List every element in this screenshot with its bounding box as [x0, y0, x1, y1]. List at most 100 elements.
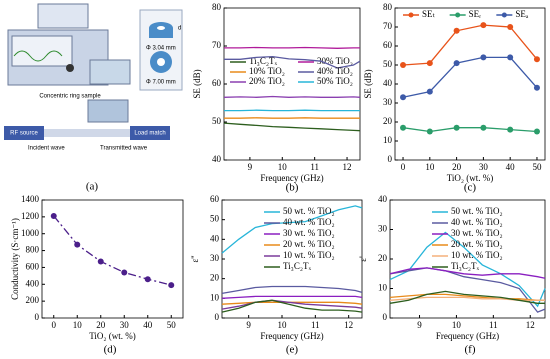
legend-label: 10 wt. % TiO₂ — [451, 250, 503, 260]
y-tick-label: 200 — [26, 295, 40, 305]
x-tick-label: 30 — [120, 320, 130, 330]
plot-frame — [394, 7, 546, 161]
y-tick-label: 20 — [378, 253, 388, 263]
panel-label: (c) — [464, 182, 477, 194]
plot-frame — [41, 199, 184, 319]
x-tick-label: 11 — [311, 320, 320, 330]
point — [168, 282, 175, 289]
label-outer: Φ 7.00 mm — [146, 80, 176, 86]
legend-label: 20 wt. % TiO₂ — [283, 239, 335, 249]
ring-body — [149, 28, 173, 38]
y-tick-label: 50 — [210, 214, 220, 224]
y-tick-label: 60 — [212, 78, 222, 88]
y-tick-label: 40 — [383, 78, 393, 88]
legend-label: Ti₃C₂Tₓ — [451, 261, 479, 271]
ring-top-hole — [157, 58, 165, 66]
series-line — [221, 295, 363, 299]
diagram: d Φ 3.04 mm Φ 7.00 mm Concentric ring sa… — [4, 3, 183, 193]
x-tick-label: 30 — [479, 162, 489, 172]
series-line — [402, 56, 538, 98]
x-axis-title: TiO₂ (wt. %) — [89, 331, 136, 341]
panel-label: (d) — [104, 344, 117, 356]
x-tick-label: 9 — [246, 320, 251, 330]
chart: 0 10 20 30 40 50 60 9 10 11 12 Frequency (GHz) ε'' (e… — [190, 194, 363, 356]
series-line — [224, 55, 361, 69]
y-tick-label: 40 — [210, 233, 220, 243]
y-axis-title: SE (dB) — [363, 69, 373, 98]
panel-label: (a) — [86, 181, 99, 193]
point — [144, 276, 151, 283]
legend-label: 20% TiO₂ — [249, 76, 285, 86]
y-tick-label: 50 — [212, 116, 222, 126]
series-line — [221, 299, 363, 310]
y-tick-label: 80 — [383, 2, 393, 12]
fixture — [89, 59, 131, 85]
point — [453, 27, 460, 34]
legend-label: 20 wt. % TiO₂ — [451, 239, 503, 249]
point — [74, 241, 81, 248]
x-tick-label: 11 — [489, 320, 498, 330]
x-tick-label: 40 — [506, 162, 516, 172]
legend-label: 30 wt. % TiO₂ — [283, 228, 335, 238]
point — [507, 24, 514, 30]
panel-label: (f) — [465, 344, 476, 356]
y-tick-label: 30 — [378, 224, 388, 234]
load-box — [130, 126, 170, 140]
y-tick-label: 800 — [26, 245, 40, 255]
point — [533, 128, 540, 135]
y-tick-label: 1200 — [21, 211, 40, 221]
y-tick-label: 20 — [210, 273, 220, 283]
point — [453, 124, 460, 131]
legend-label: 50 wt. % TiO₂ — [451, 206, 503, 216]
legend-label: Ti₃C₂Tₓ — [249, 56, 277, 66]
y-tick-label: 0 — [383, 312, 388, 322]
point — [400, 124, 407, 131]
y-tick-label: 400 — [26, 278, 40, 288]
x-tick-label: 50 — [167, 320, 177, 330]
series-line — [223, 95, 361, 98]
y-tick-label: 1400 — [21, 194, 40, 204]
label-sample: Concentric ring sample — [39, 94, 101, 100]
series-line — [221, 301, 363, 305]
y-tick-label: 40 — [212, 154, 222, 164]
legend-marker — [501, 12, 507, 18]
inset — [37, 3, 89, 29]
y-tick-label: 60 — [210, 194, 220, 204]
point — [400, 62, 407, 68]
label-incident: Incident wave — [28, 146, 65, 152]
y-axis-title: ε' — [358, 256, 368, 262]
point — [97, 258, 104, 265]
series-line — [402, 24, 538, 66]
line-guide — [44, 129, 130, 137]
label-inner: Φ 3.04 mm — [146, 46, 176, 52]
legend-label: 40 wt. % TiO₂ — [451, 217, 503, 227]
legend-label: SEᵣ — [469, 9, 482, 19]
y-tick-label: 70 — [383, 21, 393, 31]
legend-label: 40 wt. % TiO₂ — [283, 217, 335, 227]
x-tick-label: 20 — [452, 162, 462, 172]
y-tick-label: 40 — [378, 194, 388, 204]
waveguide — [87, 99, 129, 123]
point — [533, 84, 540, 91]
x-tick-label: 50 — [532, 162, 542, 172]
point — [426, 128, 433, 135]
point — [121, 269, 128, 276]
legend-marker — [455, 12, 461, 18]
wave — [13, 50, 63, 62]
y-tick-label: 80 — [212, 2, 222, 12]
series-line — [389, 293, 545, 301]
point — [426, 88, 433, 95]
series-line — [389, 231, 546, 308]
series-line — [389, 267, 546, 279]
series-line — [221, 205, 363, 254]
chart: 0 10 20 30 40 50 60 70 80 0 10 20 30 40 50 TiO₂ (wt. %)… — [363, 2, 546, 194]
x-tick-label: 10 — [73, 320, 83, 330]
port — [66, 64, 74, 72]
y-tick-label: 600 — [26, 261, 40, 271]
x-tick-label: 20 — [96, 320, 106, 330]
x-tick-label: 0 — [52, 320, 57, 330]
x-tick-label: 9 — [417, 320, 422, 330]
y-axis-title: Conductivity (S·cm⁻¹) — [10, 218, 20, 300]
y-tick-label: 10 — [383, 135, 393, 145]
point — [533, 56, 540, 63]
